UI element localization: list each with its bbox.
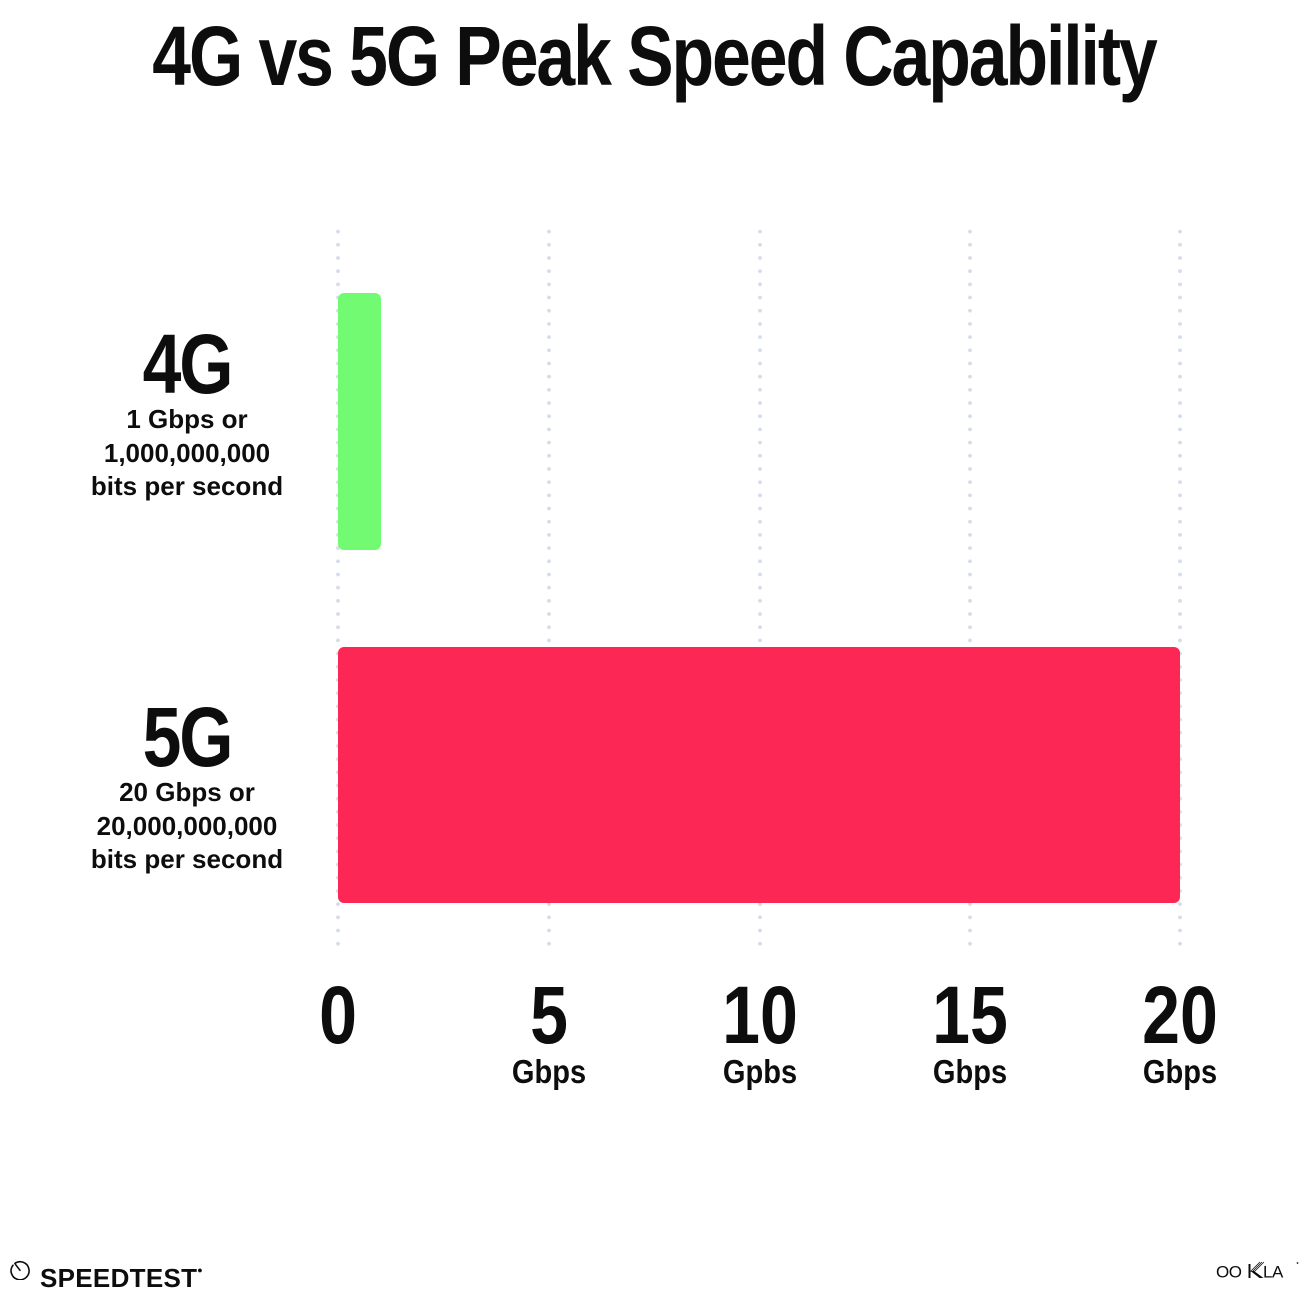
svg-text:LA: LA xyxy=(1263,1263,1284,1282)
svg-text:OO: OO xyxy=(1216,1263,1242,1282)
